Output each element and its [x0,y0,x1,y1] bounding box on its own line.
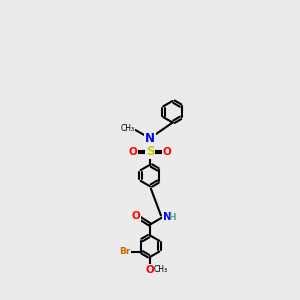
Text: Br: Br [119,247,130,256]
Text: O: O [128,147,137,157]
Text: O: O [131,211,140,221]
Text: N: N [145,132,155,145]
Text: H: H [168,213,175,222]
Text: CH₃: CH₃ [154,265,168,274]
Text: O: O [163,147,172,157]
Text: O: O [146,265,154,275]
Text: CH₃: CH₃ [120,124,134,133]
Text: N: N [163,212,172,222]
Text: S: S [146,146,154,158]
